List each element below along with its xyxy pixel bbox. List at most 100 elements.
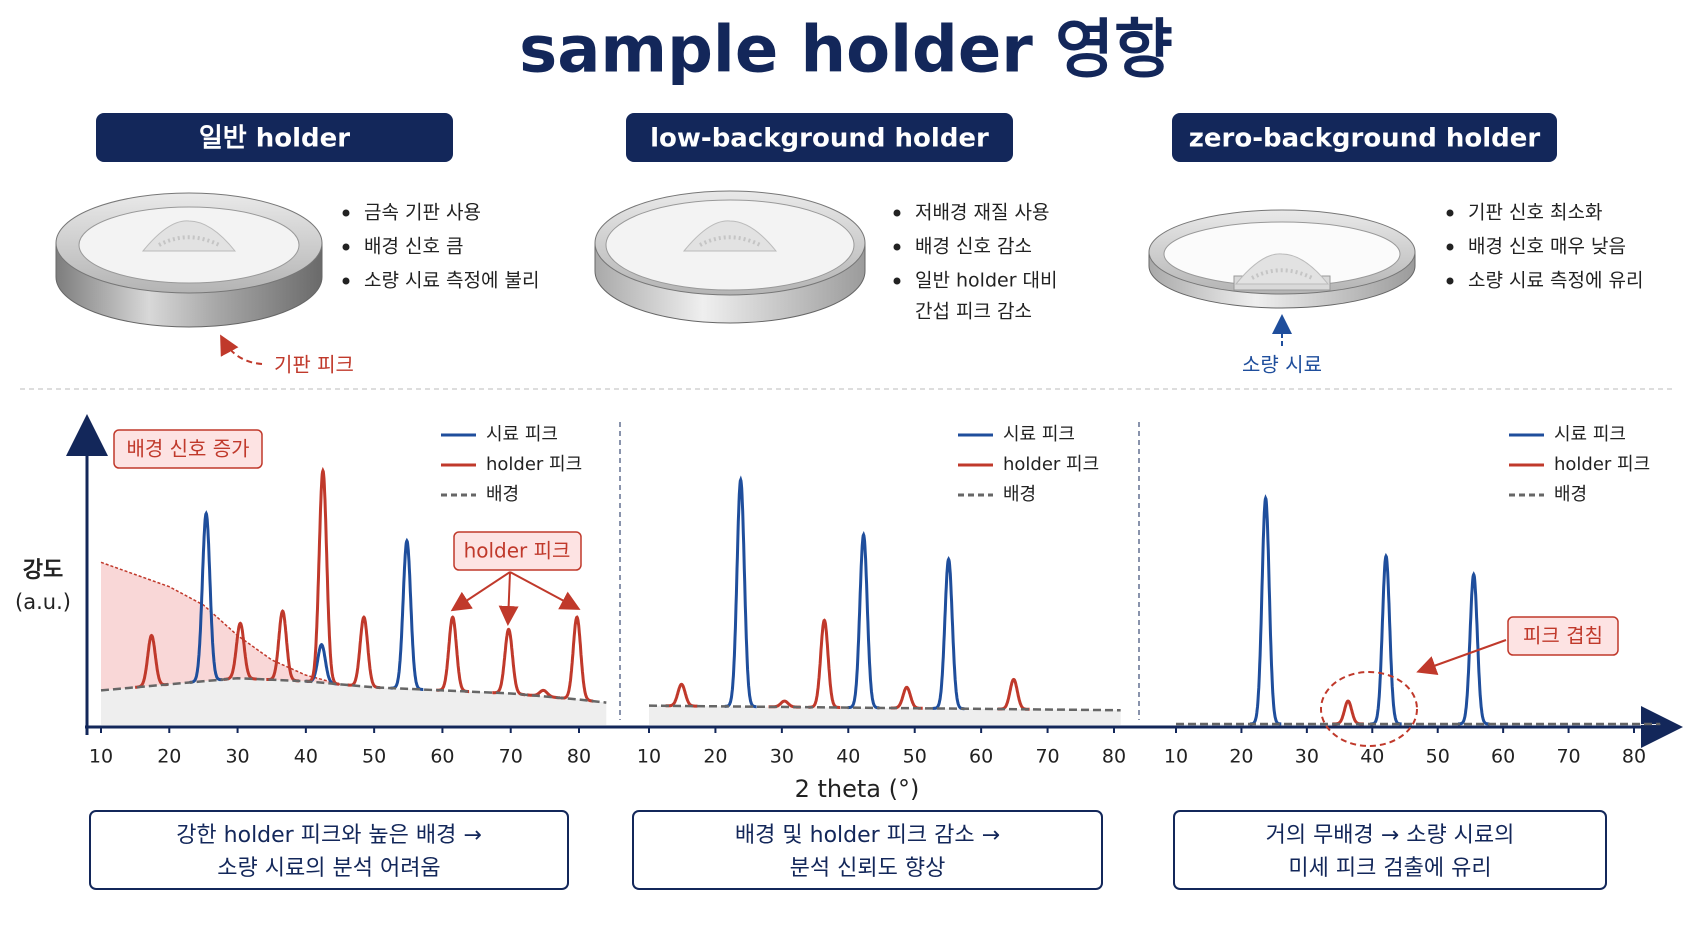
x-tick-label: 40 [294, 746, 318, 768]
bullet-text: 소량 시료 측정에 유리 [1468, 270, 1643, 292]
powder-shade [699, 235, 763, 248]
bullet-dot [1446, 277, 1454, 285]
annotation-arrow [450, 571, 511, 612]
legend-label: 시료 피크 [1003, 424, 1075, 445]
peak [665, 682, 698, 708]
summary-text: 거의 무배경 → 소량 시료의 [1266, 823, 1515, 848]
x-tick-label: 30 [1295, 746, 1319, 768]
bullet-dot [342, 243, 350, 251]
background-line [100, 676, 607, 704]
peak [306, 466, 340, 686]
x-tick-label: 10 [1164, 746, 1188, 768]
peak [997, 677, 1030, 711]
legend-label: 배경 [1003, 484, 1036, 505]
x-tick-label: 70 [1035, 746, 1059, 768]
annotation-text: holder 피크 [464, 539, 571, 563]
peak [932, 555, 965, 711]
bullet-text: 배경 신호 매우 낮음 [1468, 236, 1626, 258]
peak [1332, 699, 1364, 726]
summary-box [89, 810, 569, 890]
legend-label: 배경 [1554, 484, 1587, 505]
bullet-dot [342, 209, 350, 217]
bullet-dot [893, 277, 901, 285]
summary-text: 소량 시료의 분석 어려움 [217, 856, 440, 881]
x-tick-label: 80 [567, 746, 591, 768]
holder-image [55, 192, 323, 328]
powder-shade [158, 235, 222, 248]
legend-label: 배경 [486, 484, 519, 505]
peak [890, 685, 923, 710]
title: sample holder 영향 [519, 14, 1173, 88]
summary-text: 분석 신뢰도 향상 [790, 856, 946, 881]
peak [436, 615, 470, 694]
x-tick-label: 10 [89, 746, 113, 768]
holder-image [594, 190, 866, 324]
x-tick-label: 80 [1102, 746, 1126, 768]
summary-text: 강한 holder 피크와 높은 배경 → [176, 823, 482, 848]
legend-label: holder 피크 [486, 454, 582, 475]
bullet-text: 배경 신호 감소 [915, 236, 1032, 258]
bullet-dot [1446, 209, 1454, 217]
callout-text: 소량 시료 [1242, 353, 1322, 377]
powder-shade [1251, 268, 1315, 281]
x-tick-label: 70 [499, 746, 523, 768]
x-tick-label: 20 [703, 746, 727, 768]
annotation-box [113, 429, 263, 469]
peak [808, 618, 841, 709]
x-tick-label: 10 [637, 746, 661, 768]
callout-text: 기판 피크 [274, 353, 354, 377]
bullet-text: 금속 기판 사용 [364, 202, 481, 224]
x-tick-label: 40 [836, 746, 860, 768]
header-box [96, 113, 453, 162]
background-area [649, 705, 1121, 725]
summary-box [632, 810, 1103, 890]
bullet-text: 일반 holder 대비 [915, 270, 1058, 292]
annotation-text: 피크 겹침 [1523, 624, 1603, 648]
peak [1249, 494, 1282, 726]
summary-text: 배경 및 holder 피크 감소 → [735, 823, 1000, 848]
legend-label: holder 피크 [1003, 454, 1099, 475]
peak [560, 615, 594, 703]
x-tick-label: 50 [1426, 746, 1450, 768]
x-tick-label: 20 [157, 746, 181, 768]
legend-label: 시료 피크 [1554, 424, 1626, 445]
y-axis-label: 강도 [23, 558, 63, 583]
x-tick-label: 60 [430, 746, 454, 768]
x-tick-label: 50 [362, 746, 386, 768]
x-tick-label: 20 [1229, 746, 1253, 768]
x-tick-label: 50 [903, 746, 927, 768]
bullet-text: 간섭 피크 감소 [915, 301, 1032, 323]
header-text: 일반 holder [199, 124, 350, 154]
holder-background-line [100, 561, 341, 686]
bullet-text: 배경 신호 큼 [364, 236, 463, 258]
peak [847, 531, 880, 710]
peak [390, 537, 424, 691]
annotation-arrow [1416, 639, 1507, 675]
peak [724, 475, 757, 709]
peak [1370, 552, 1402, 726]
x-axis-label: 2 theta (°) [795, 775, 920, 803]
header-text: low-background holder [650, 124, 989, 154]
bullet-dot [893, 209, 901, 217]
peak [492, 627, 526, 697]
x-tick-label: 70 [1556, 746, 1580, 768]
y-axis-label: (a.u.) [15, 590, 71, 614]
bullet-dot [1446, 243, 1454, 251]
annotation-box [453, 531, 582, 571]
x-tick-label: 30 [770, 746, 794, 768]
x-tick-label: 80 [1622, 746, 1646, 768]
x-tick-label: 40 [1360, 746, 1384, 768]
summary-text: 미세 피크 검출에 유리 [1288, 856, 1491, 881]
legend-label: holder 피크 [1554, 454, 1650, 475]
annotation-box [1507, 616, 1619, 656]
holder-background-area [101, 562, 340, 691]
x-tick-label: 60 [1491, 746, 1515, 768]
overlap-ring [1320, 671, 1418, 747]
holder-image [1148, 209, 1416, 309]
peak [189, 510, 223, 684]
legend-label: 시료 피크 [486, 424, 558, 445]
annotation-arrow [509, 571, 581, 610]
bullet-dot [893, 243, 901, 251]
